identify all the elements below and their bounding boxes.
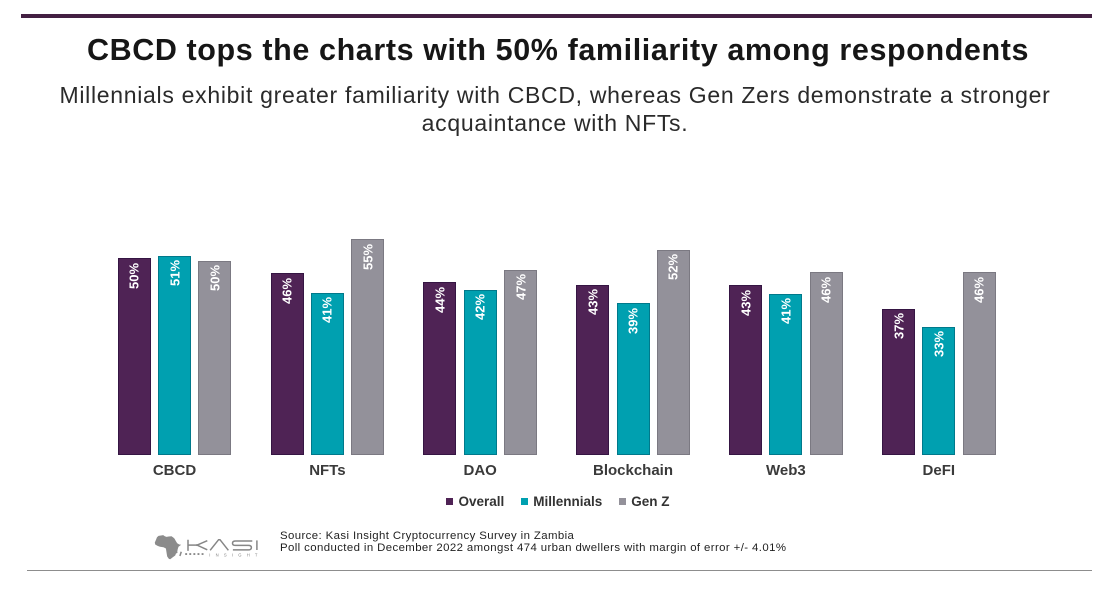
svg-text:INSIGHT: INSIGHT <box>209 553 262 558</box>
